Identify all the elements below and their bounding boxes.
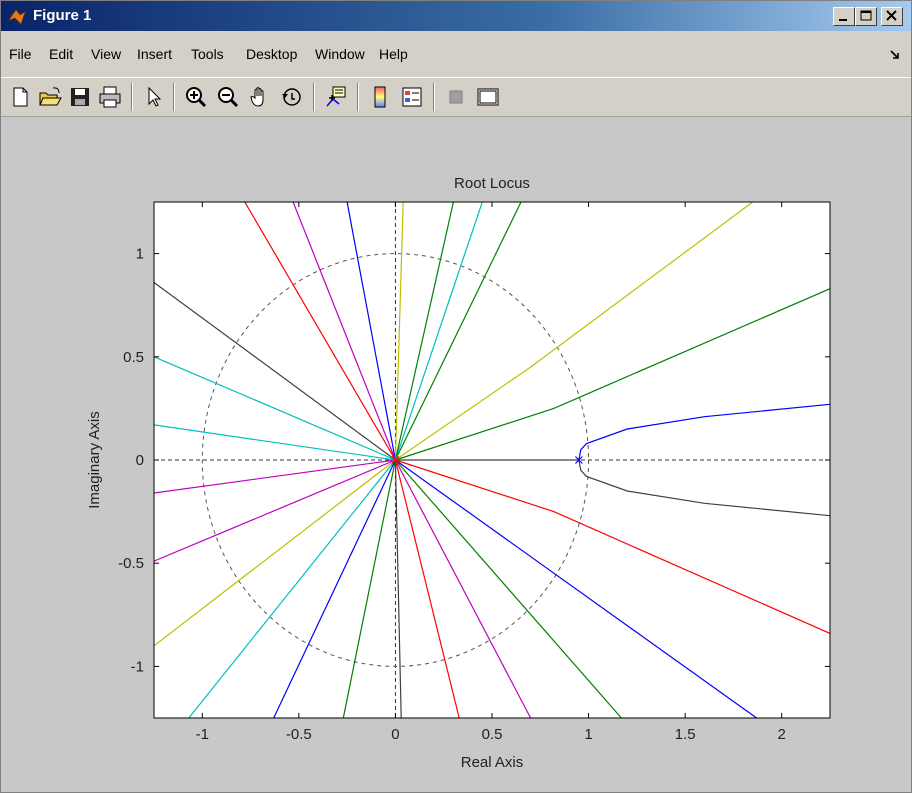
menu-view[interactable]: View — [91, 46, 122, 62]
locus-branch-0 — [578, 403, 830, 461]
menu-help[interactable]: Help — [379, 46, 408, 62]
locus-branch-21 — [394, 459, 402, 718]
toolbar-separator — [313, 83, 315, 111]
toolbar-separator — [173, 83, 175, 111]
x-tick-label: 0 — [391, 726, 399, 743]
locus-branch-19 — [273, 459, 396, 718]
locus-branch-1 — [578, 459, 830, 517]
toolbar-separator — [131, 83, 133, 111]
zoom-in-icon[interactable] — [183, 84, 209, 110]
root-locus-plot[interactable]: -1 -0.5 0 0.5 1 1.5 2 -1 -0.5 0 0.5 1 Root Locus Re… — [1, 117, 911, 792]
locus-branch-16 — [154, 459, 396, 562]
data-cursor-icon[interactable] — [323, 84, 349, 110]
locus-branch-14 — [154, 424, 396, 461]
close-icon — [886, 10, 897, 21]
locus-branch-24 — [394, 459, 622, 718]
print-icon[interactable] — [97, 84, 123, 110]
locus-branch-9 — [346, 202, 396, 461]
toolbar-separator — [433, 83, 435, 111]
close-button[interactable] — [881, 7, 903, 26]
unit-circle — [201, 253, 590, 667]
edit-plot-arrow-icon[interactable] — [141, 84, 167, 110]
locus-branch-12 — [154, 282, 396, 461]
x-axis-label: Real Axis — [461, 754, 524, 771]
y-axis-label: Imaginary Axis — [86, 411, 103, 509]
pole-marker — [574, 456, 583, 464]
locus-branch-11 — [244, 202, 396, 461]
x-tick-label: 1 — [584, 726, 592, 743]
window-title: Figure 1 — [33, 7, 92, 24]
menu-edit[interactable]: Edit — [49, 46, 74, 62]
save-icon[interactable] — [67, 84, 93, 110]
minimize-button[interactable] — [833, 7, 855, 26]
rotate-3d-icon[interactable] — [279, 84, 305, 110]
y-tick-label: -1 — [131, 658, 144, 675]
locus-branch-17 — [154, 459, 396, 647]
locus-branch-25 — [395, 459, 757, 718]
maximize-icon — [860, 10, 872, 21]
hide-plot-tools-icon[interactable] — [443, 84, 469, 110]
y-tick-label: 0.5 — [123, 349, 144, 366]
locus-branch-26 — [395, 459, 830, 634]
locus-branch-15 — [154, 459, 396, 494]
pole-marker — [391, 456, 400, 464]
title-bar[interactable]: Figure 1 — [1, 1, 911, 31]
x-tick-label: 1.5 — [675, 726, 696, 743]
show-plot-tools-icon[interactable] — [475, 84, 501, 110]
y-tick-label: 0 — [136, 452, 144, 469]
open-file-icon[interactable] — [37, 84, 63, 110]
locus-branch-8 — [394, 202, 404, 461]
locus-branch-5 — [394, 202, 522, 461]
menu-bar: File Edit View Insert Tools Desktop Wind… — [1, 31, 911, 77]
x-tick-label: -0.5 — [286, 726, 312, 743]
menu-window[interactable]: Window — [315, 46, 365, 62]
locus-branch-22 — [394, 459, 460, 718]
locus-branch-6 — [394, 202, 483, 461]
menu-tools[interactable]: Tools — [191, 46, 224, 62]
x-tick-label: 2 — [778, 726, 786, 743]
locus-branch-23 — [394, 459, 532, 718]
insert-legend-icon[interactable] — [399, 84, 425, 110]
locus-branch-4 — [395, 202, 754, 461]
locus-branch-3 — [395, 288, 830, 461]
figure-canvas: -1 -0.5 0 0.5 1 1.5 2 -1 -0.5 0 0.5 1 Root Locus Re… — [1, 117, 911, 792]
zoom-out-icon[interactable] — [215, 84, 241, 110]
menu-desktop[interactable]: Desktop — [246, 46, 298, 62]
x-tick-label: -1 — [196, 726, 209, 743]
pan-hand-icon[interactable] — [247, 84, 273, 110]
minimize-icon — [839, 19, 847, 21]
locus-branch-10 — [292, 202, 396, 461]
locus-branch-13 — [154, 356, 396, 461]
locus-branch-18 — [188, 459, 396, 718]
new-figure-icon[interactable] — [7, 84, 33, 110]
chart-title: Root Locus — [454, 175, 530, 192]
figure-toolbar — [1, 77, 911, 117]
toolbar-separator — [357, 83, 359, 111]
locus-branch-20 — [342, 459, 396, 718]
matlab-logo-icon — [8, 9, 26, 25]
y-tick-label: -0.5 — [118, 555, 144, 572]
y-tick-label: 1 — [136, 246, 144, 263]
dock-arrow-icon[interactable] — [889, 49, 901, 61]
maximize-button[interactable] — [855, 7, 877, 26]
insert-colorbar-icon[interactable] — [367, 84, 393, 110]
menu-file[interactable]: File — [9, 46, 32, 62]
menu-insert[interactable]: Insert — [137, 46, 173, 62]
locus-branch-7 — [394, 202, 454, 461]
x-tick-label: 0.5 — [482, 726, 503, 743]
